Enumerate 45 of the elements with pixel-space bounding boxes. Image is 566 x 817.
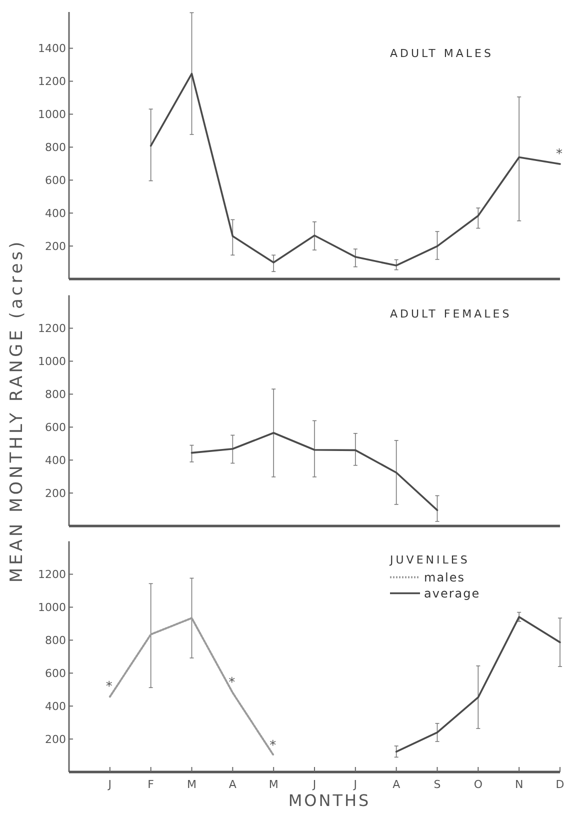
text: ADULT MALES bbox=[390, 47, 494, 60]
line-series bbox=[395, 616, 561, 753]
y-tick-label: 600 bbox=[45, 174, 66, 187]
y-tick-label: 1000 bbox=[38, 108, 66, 122]
x-tick-label: J bbox=[312, 778, 316, 791]
line-series bbox=[150, 72, 561, 266]
y-tick-label: 600 bbox=[45, 420, 66, 434]
x-tick-label: A bbox=[228, 778, 237, 791]
y-tick-label: 200 bbox=[45, 732, 66, 746]
y-tick-label: 200 bbox=[45, 486, 66, 500]
y-tick-label: 1200 bbox=[38, 322, 66, 336]
y-tick-label: 400 bbox=[45, 206, 66, 220]
x-axis-title: MONTHS bbox=[288, 791, 371, 810]
y-tick-label: 400 bbox=[45, 700, 66, 713]
text: JUVENILES bbox=[389, 553, 470, 566]
x-tick-label: N bbox=[514, 778, 524, 791]
x-tick-label: M bbox=[187, 778, 196, 791]
data-label: * bbox=[228, 676, 236, 691]
y-tick-label: 800 bbox=[45, 388, 66, 402]
y-tick-label: 400 bbox=[45, 454, 66, 467]
y-tick-label: 1200 bbox=[38, 75, 66, 88]
text: ADULT FEMALES bbox=[390, 307, 512, 320]
x-tick-label: F bbox=[148, 778, 154, 791]
legend-label: average bbox=[424, 586, 480, 600]
x-tick-label: J bbox=[107, 778, 112, 791]
data-label: * bbox=[106, 680, 113, 695]
x-tick-label: D bbox=[556, 778, 564, 791]
y-axis-title: MEAN MONTHLY RANGE (acres) bbox=[7, 238, 27, 583]
x-tick-label: O bbox=[474, 778, 483, 791]
x-tick-label: A bbox=[392, 778, 401, 791]
y-tick-label: 1200 bbox=[38, 568, 66, 582]
line-series bbox=[190, 432, 438, 512]
y-tick-label: 1400 bbox=[38, 42, 66, 56]
y-tick-label: 200 bbox=[45, 240, 66, 253]
y-tick-label: 800 bbox=[45, 141, 66, 154]
x-tick-label: J bbox=[352, 778, 358, 791]
x-tick-label: M bbox=[268, 778, 278, 791]
y-tick-label: 1000 bbox=[38, 355, 66, 368]
y-tick-label: 1000 bbox=[38, 601, 66, 614]
data-label: * bbox=[270, 738, 277, 754]
x-tick-label: S bbox=[434, 778, 441, 791]
y-tick-label: 800 bbox=[45, 634, 66, 648]
data-label: * bbox=[556, 146, 563, 162]
legend-label: males bbox=[424, 570, 466, 584]
y-tick-label: 600 bbox=[45, 666, 66, 680]
